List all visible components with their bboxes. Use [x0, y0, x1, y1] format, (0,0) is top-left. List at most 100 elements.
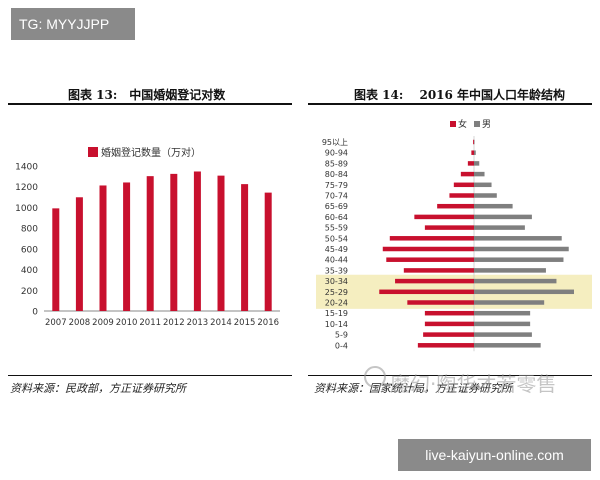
left-figure-title: 图表 13: 中国婚姻登记对数 — [68, 88, 226, 102]
age-label: 30-34 — [325, 277, 348, 286]
female-bar-55-59 — [424, 225, 474, 230]
male-bar-75-79 — [474, 182, 492, 188]
bar-2010 — [123, 182, 131, 311]
age-label: 85-89 — [325, 159, 348, 168]
female-bar-90-94 — [471, 150, 474, 155]
y-tick-label: 200 — [21, 287, 38, 297]
watermark-logo-icon — [364, 366, 386, 388]
age-label: 90-94 — [325, 149, 348, 158]
female-bar-5-9 — [423, 332, 474, 337]
male-bar-35-39 — [474, 268, 546, 273]
female-bar-75-79 — [453, 182, 474, 188]
y-tick-label: 1400 — [15, 163, 38, 173]
female-bar-25-29 — [379, 289, 474, 295]
female-bar-80-84 — [460, 171, 474, 177]
x-tick-label: 2013 — [187, 318, 209, 328]
bar-2015 — [241, 184, 249, 311]
male-bar-90-94 — [474, 150, 476, 155]
male-bar-70-74 — [474, 193, 497, 198]
female-bar-0-4 — [417, 343, 474, 348]
right-title-rule — [308, 103, 592, 105]
male-bar-50-54 — [474, 236, 562, 241]
female-bar-70-74 — [449, 193, 474, 198]
y-tick-label: 1000 — [15, 204, 38, 214]
female-bar-10-14 — [424, 321, 474, 327]
female-bar-45-49 — [382, 246, 474, 252]
age-label: 5-9 — [335, 331, 348, 340]
url-badge[interactable]: live-kaiyun-online.com — [398, 439, 591, 471]
male-bar-85-89 — [474, 161, 480, 166]
age-label: 40-44 — [325, 256, 348, 265]
bar-2009 — [99, 185, 107, 311]
male-bar-40-44 — [474, 257, 564, 262]
x-tick-label: 2008 — [69, 318, 91, 328]
x-tick-label: 2016 — [257, 318, 279, 328]
age-label: 10-14 — [325, 320, 348, 329]
female-bar-35-39 — [403, 268, 474, 273]
age-label: 60-64 — [325, 213, 348, 222]
age-label: 50-54 — [325, 234, 348, 243]
age-label: 70-74 — [325, 192, 348, 201]
age-label: 15-19 — [325, 309, 348, 318]
right-source-rule — [308, 375, 592, 376]
age-label: 65-69 — [325, 202, 348, 211]
age-label: 80-84 — [325, 170, 348, 179]
male-bar-0-4 — [474, 343, 541, 348]
left-source-rule — [8, 375, 292, 376]
bar-2016 — [264, 192, 272, 311]
x-tick-label: 2015 — [234, 318, 256, 328]
y-tick-label: 0 — [32, 308, 38, 318]
tg-badge: TG: MYYJJPP — [11, 8, 135, 40]
male-bar-20-24 — [474, 300, 545, 305]
male-bar-30-34 — [474, 278, 557, 284]
legend-swatch — [88, 147, 98, 157]
female-bar-65-69 — [437, 203, 474, 209]
bar-2007 — [52, 208, 60, 311]
bar-2013 — [193, 171, 201, 311]
legend-swatch-female — [450, 121, 456, 127]
bar-2012 — [170, 173, 178, 311]
legend-label: 婚姻登记数量（万对） — [101, 146, 201, 159]
x-tick-label: 2007 — [45, 318, 67, 328]
female-bar-20-24 — [407, 300, 474, 305]
legend-label-male: 男 — [482, 119, 491, 130]
male-bar-60-64 — [474, 214, 532, 220]
age-label: 55-59 — [325, 224, 348, 233]
female-bar-30-34 — [395, 278, 474, 284]
male-bar-10-14 — [474, 321, 531, 327]
age-label: 25-29 — [325, 288, 348, 297]
bar-2014 — [217, 175, 225, 311]
legend-label-female: 女 — [458, 118, 467, 130]
x-tick-label: 2012 — [163, 318, 185, 328]
age-label: 20-24 — [325, 299, 348, 308]
female-bar-15-19 — [424, 310, 474, 316]
female-bar-95以上 — [473, 139, 474, 145]
male-bar-80-84 — [474, 171, 485, 177]
left-title-rule — [8, 103, 292, 105]
legend-swatch-male — [474, 121, 480, 127]
age-label: 95以上 — [322, 138, 348, 147]
bar-2008 — [75, 197, 83, 311]
x-tick-label: 2011 — [139, 318, 161, 328]
left-source-note: 资料来源：民政部，方正证券研究所 — [10, 382, 186, 395]
male-bar-5-9 — [474, 332, 532, 337]
bar-2011 — [146, 176, 154, 311]
age-label: 45-49 — [325, 245, 348, 254]
right-figure-title: 图表 14: 2016 年中国人口年龄结构 — [354, 88, 566, 102]
male-bar-25-29 — [474, 289, 574, 295]
male-bar-55-59 — [474, 225, 525, 230]
female-bar-40-44 — [386, 257, 474, 262]
y-tick-label: 600 — [21, 245, 38, 255]
x-tick-label: 2009 — [92, 318, 114, 328]
watermark-text: 魔幻·陶华才若零售 — [390, 372, 557, 396]
x-tick-label: 2014 — [210, 318, 232, 328]
y-tick-label: 400 — [21, 266, 38, 276]
age-label: 75-79 — [325, 181, 348, 190]
x-tick-label: 2010 — [116, 318, 138, 328]
male-bar-65-69 — [474, 203, 513, 209]
right-source-note: 资料来源：国家统计局，方正证券研究所 — [314, 382, 512, 395]
female-bar-85-89 — [467, 161, 474, 166]
female-bar-60-64 — [414, 214, 474, 220]
